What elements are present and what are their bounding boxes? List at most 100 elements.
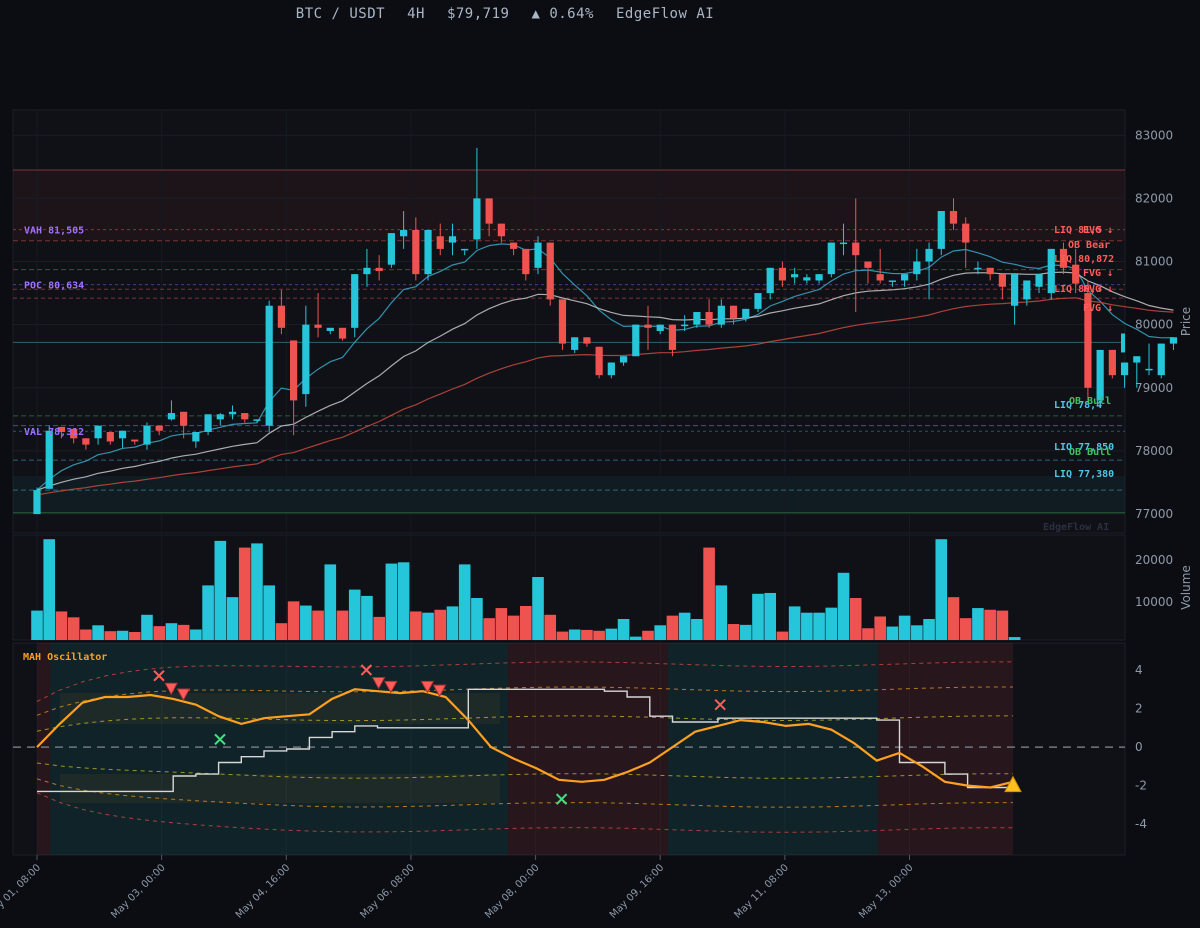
volume-bar — [593, 630, 605, 640]
candle-body — [571, 337, 579, 350]
candle-body — [742, 308, 750, 319]
candle-body — [864, 261, 872, 268]
volume-bar — [483, 618, 495, 640]
candle-body — [461, 248, 469, 251]
volume-bar — [556, 631, 569, 640]
candle-body — [1133, 356, 1141, 363]
header-change: ▲ 0.64% — [531, 6, 594, 22]
candle-body — [803, 277, 811, 281]
volume-bar — [128, 632, 141, 640]
bearish-triangle-marker — [420, 680, 435, 694]
volume-bar — [55, 611, 68, 640]
volume-bar — [678, 612, 691, 640]
candle-body — [302, 324, 310, 395]
candle-body — [363, 267, 371, 275]
candle-body — [448, 236, 457, 243]
candle-body — [644, 324, 652, 328]
candle-body — [155, 425, 163, 431]
volume-bar — [898, 615, 911, 640]
price-axis-label: Price — [1179, 307, 1193, 336]
candle-body — [1047, 248, 1055, 294]
volume-bar — [495, 608, 508, 640]
candle-body — [1084, 293, 1092, 388]
bear-zone — [13, 169, 1125, 241]
candle-body — [986, 267, 994, 275]
candle-body — [534, 242, 542, 268]
level-label-right: FVG ↓ — [1083, 268, 1113, 279]
time-tick-label: May 13, 00:00 — [857, 862, 916, 921]
osc-band-zone — [60, 774, 500, 803]
candle-body — [436, 236, 444, 249]
volume-bar — [153, 626, 165, 640]
bearish-triangle-marker — [371, 676, 386, 690]
volume-bar — [764, 592, 776, 640]
candle-body — [607, 362, 615, 376]
level-label-right: LIQ 80,3 — [1054, 284, 1102, 295]
candle-body — [791, 274, 799, 278]
ema-line — [36, 243, 1174, 491]
sell-cross-marker — [153, 670, 165, 682]
candle-body — [632, 324, 640, 357]
candle-body — [277, 305, 285, 328]
volume-bar — [544, 614, 557, 640]
volume-bar — [703, 547, 715, 640]
candle-body — [338, 327, 347, 339]
price-tick-label: 82000 — [1135, 191, 1173, 205]
volume-bar — [825, 607, 838, 640]
price-tick-label: 80000 — [1135, 318, 1173, 332]
candle-body — [167, 413, 176, 420]
level-label-right: LIQ 81,5 — [1054, 225, 1102, 236]
candle-body — [766, 267, 774, 294]
level-label-right: OB Bull — [1069, 447, 1111, 458]
volume-bar — [458, 564, 471, 640]
volume-bar — [312, 610, 324, 640]
volume-bar — [80, 629, 92, 640]
candle-body — [82, 438, 90, 445]
volume-bar — [373, 616, 385, 640]
bull-zone — [13, 476, 1125, 513]
volume-bar — [935, 539, 948, 640]
osc-line — [36, 688, 1014, 789]
candle-body — [998, 274, 1006, 287]
volume-bar — [397, 562, 410, 640]
price-tick-label: 78000 — [1135, 444, 1173, 458]
candle-body — [852, 242, 860, 256]
candle-body — [424, 229, 432, 275]
candle-body — [106, 431, 114, 442]
candle-body — [70, 428, 78, 439]
level-label-left: VAL 78,312 — [24, 427, 84, 438]
volume-bar — [642, 630, 654, 640]
volume-bar — [666, 615, 679, 640]
level-label-right: OB Bull — [1069, 396, 1111, 407]
candle-body — [901, 274, 909, 281]
candle-body — [143, 425, 151, 445]
candle-body — [1059, 248, 1068, 268]
osc-step-line — [37, 688, 1014, 793]
level-label-right: LIQ 77,380 — [1054, 469, 1114, 480]
volume-bar — [165, 623, 178, 640]
volume-bar — [251, 543, 263, 640]
volume-tick-label: 20000 — [1135, 553, 1173, 567]
candle-body — [375, 267, 383, 271]
volume-bar — [874, 616, 886, 640]
candle-body — [546, 242, 554, 300]
osc-regime-zone — [878, 643, 1013, 855]
candle-body — [827, 242, 835, 275]
candle-body — [693, 312, 701, 325]
level-label-right: OB Bear — [1068, 240, 1110, 251]
volume-bar — [226, 597, 239, 640]
candle-body — [595, 346, 603, 376]
volume-bar — [238, 547, 251, 640]
candle-body — [619, 356, 628, 363]
candle-body — [1011, 274, 1019, 306]
candle-body — [656, 324, 664, 331]
candle-body — [45, 430, 53, 489]
volume-bar — [862, 628, 874, 640]
volume-bar — [1008, 637, 1021, 640]
volume-bar — [801, 612, 813, 640]
buy-cross-marker — [555, 793, 568, 805]
volume-bar — [752, 593, 764, 640]
time-tick-label: May 03, 00:00 — [109, 862, 168, 921]
time-tick-label: May 01, 08:00 — [0, 862, 43, 921]
